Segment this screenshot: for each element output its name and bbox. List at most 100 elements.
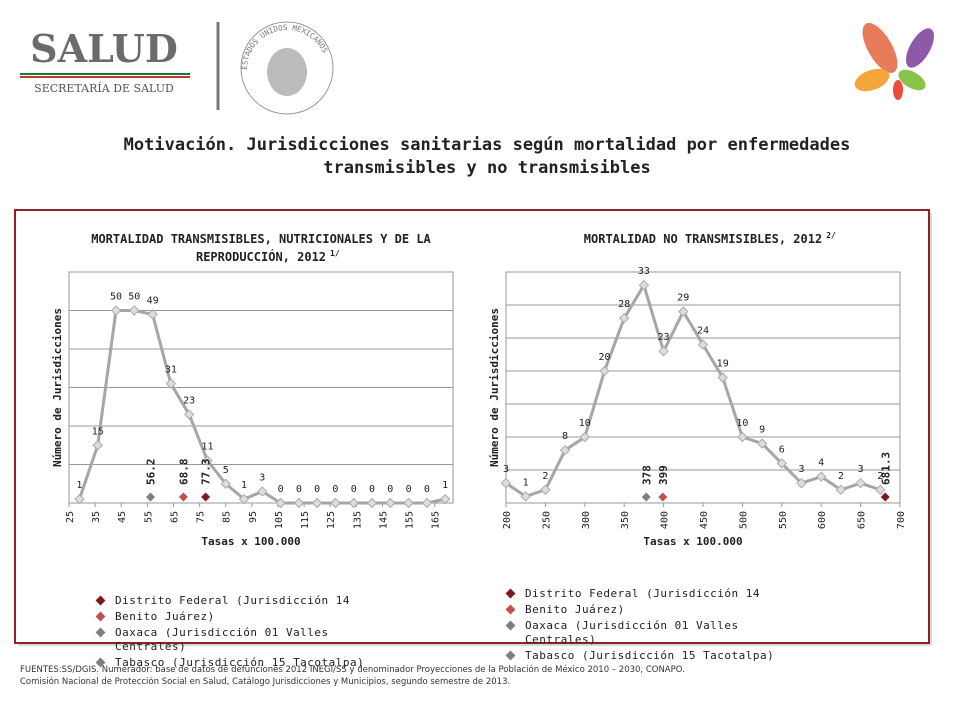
x-tick-label: 250 <box>541 511 552 529</box>
reference-label: 56.2 <box>145 459 158 486</box>
data-label: 0 <box>314 484 320 495</box>
point <box>348 497 359 509</box>
chart-title: REPRODUCCIÓN, 2012 <box>196 249 326 264</box>
point <box>183 409 195 420</box>
point <box>165 378 177 389</box>
x-tick-label: 105 <box>274 511 285 529</box>
point <box>385 497 396 509</box>
data-label: 20 <box>598 352 610 363</box>
data-label: 24 <box>697 326 709 337</box>
data-label: 0 <box>278 484 284 495</box>
logo-text: SALUD <box>30 26 178 71</box>
x-tick-label: 450 <box>699 511 710 529</box>
data-label: 50 <box>110 292 122 303</box>
point <box>835 484 847 496</box>
reference-label: 681.3 <box>879 452 892 485</box>
point <box>875 484 886 496</box>
x-tick-label: 115 <box>300 511 311 529</box>
reference-marker <box>641 492 651 502</box>
legend-entry: Benito Juárez) <box>93 610 375 624</box>
point <box>220 478 231 489</box>
point <box>403 497 414 509</box>
point <box>717 372 728 383</box>
point <box>658 345 669 357</box>
butterfly-wing <box>906 28 934 68</box>
x-tick-label: 650 <box>857 511 868 529</box>
data-label: 3 <box>259 472 265 483</box>
footer: FUENTES:SS/DGIS. Numerador: base de dato… <box>20 664 820 688</box>
data-label: 23 <box>658 332 670 343</box>
x-tick-label: 145 <box>378 511 389 529</box>
data-label: 0 <box>369 484 375 495</box>
reference-label: 399 <box>657 465 670 485</box>
legend-label: Benito Juárez) <box>115 610 215 623</box>
legend-swatch <box>505 620 516 631</box>
reference-label: 77.3 <box>200 459 213 486</box>
x-tick-label: 600 <box>817 511 828 529</box>
legend: Distrito Federal (Jurisdicción 14 Benito … <box>93 594 375 672</box>
point <box>559 444 571 456</box>
data-label: 23 <box>183 395 195 406</box>
chart-title: MORTALIDAD NO TRANSMISIBLES, 2012 <box>584 232 822 246</box>
legend-entry: Oaxaca (Jurisdicción 01 Valles Centrales… <box>503 619 785 647</box>
reference-marker <box>658 492 668 502</box>
x-tick-label: 155 <box>405 511 416 529</box>
title-note: 1/ <box>330 249 340 258</box>
x-tick-label: 85 <box>222 511 233 523</box>
legend-label: Benito Juárez) <box>525 603 625 616</box>
point <box>202 455 213 466</box>
data-label: 1 <box>76 480 82 491</box>
legend-label: Oaxaca (Jurisdicción 01 Valles Centrales… <box>115 626 329 653</box>
point <box>599 365 610 377</box>
data-label: 1 <box>241 480 247 491</box>
reference-label: 378 <box>640 465 653 485</box>
point <box>257 486 268 497</box>
data-label: 0 <box>351 484 357 495</box>
legend-label: Oaxaca (Jurisdicción 01 Valles Centrales… <box>525 619 739 646</box>
data-label: 19 <box>717 359 729 370</box>
logo-subtitle: SECRETARÍA DE SALUD <box>34 81 174 95</box>
data-label: 2 <box>877 471 883 482</box>
x-tick-label: 400 <box>660 511 671 529</box>
point <box>366 497 378 509</box>
x-tick-label: 75 <box>196 511 207 523</box>
data-label: 3 <box>798 464 804 475</box>
data-label: 1 <box>442 480 448 491</box>
x-tick-label: 300 <box>581 511 592 529</box>
legend-entry: Tabasco (Jurisdicción 15 Tacotalpa) <box>93 656 375 670</box>
butterfly-wing <box>898 69 926 91</box>
data-label: 15 <box>92 426 104 437</box>
data-label: 5 <box>223 465 229 476</box>
data-label: 10 <box>736 418 748 429</box>
point <box>618 312 630 324</box>
charts: MORTALIDAD TRANSMISIBLES, NUTRICIONALES … <box>51 231 907 548</box>
point <box>293 497 305 509</box>
x-tick-label: 125 <box>326 511 337 529</box>
point <box>74 493 85 505</box>
point <box>110 305 122 316</box>
legend-label: Tabasco (Jurisdicción 15 Tacotalpa) <box>525 649 775 662</box>
footer-line: Comisión Nacional de Protección Social e… <box>20 677 511 687</box>
x-tick-label: 65 <box>169 511 180 523</box>
x-axis-label: Tasas x 100.000 <box>643 535 742 548</box>
chart-title: MORTALIDAD TRANSMISIBLES, NUTRICIONALES … <box>91 232 431 246</box>
point <box>776 458 788 469</box>
legend-swatch <box>95 627 106 638</box>
x-tick-label: 95 <box>248 511 259 523</box>
data-label: 0 <box>332 484 338 495</box>
data-label: 2 <box>542 471 548 482</box>
point <box>439 493 451 505</box>
y-axis-label: Número de Jurisdicciones <box>488 308 501 467</box>
legend-entry: Tabasco (Jurisdicción 15 Tacotalpa) <box>503 649 785 663</box>
butterfly-wing <box>862 23 898 73</box>
legend-entry: Distrito Federal (Jurisdicción 14 <box>503 587 785 601</box>
point <box>92 440 103 451</box>
x-tick-label: 350 <box>620 511 631 529</box>
legend-entry: Benito Juárez) <box>503 603 785 617</box>
point <box>678 306 689 317</box>
data-label: 1 <box>523 477 529 488</box>
y-axis-label: Número de Jurisdicciones <box>51 308 64 467</box>
point <box>815 471 827 482</box>
x-tick-label: 45 <box>117 511 128 523</box>
x-tick-label: 700 <box>896 511 907 529</box>
